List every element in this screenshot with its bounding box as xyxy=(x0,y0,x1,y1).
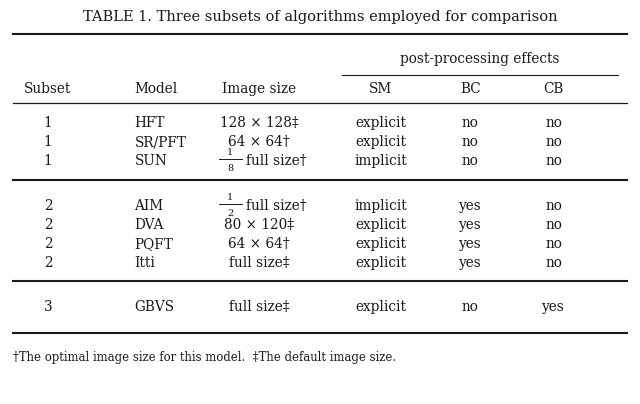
Text: BC: BC xyxy=(460,82,481,96)
Text: 8: 8 xyxy=(227,164,234,173)
Text: explicit: explicit xyxy=(355,116,406,130)
Text: 1: 1 xyxy=(227,148,234,157)
Text: explicit: explicit xyxy=(355,300,406,314)
Text: explicit: explicit xyxy=(355,237,406,251)
Text: †The optimal image size for this model.  ‡The default image size.: †The optimal image size for this model. … xyxy=(13,351,396,364)
Text: full size‡: full size‡ xyxy=(229,300,289,314)
Text: Subset: Subset xyxy=(24,82,72,96)
Text: GBVS: GBVS xyxy=(134,300,175,314)
Text: full size†: full size† xyxy=(246,199,307,213)
Text: SUN: SUN xyxy=(134,154,167,168)
Text: no: no xyxy=(545,199,562,213)
Text: 1: 1 xyxy=(227,193,234,202)
Text: 2: 2 xyxy=(227,209,234,218)
Text: HFT: HFT xyxy=(134,116,165,130)
Text: no: no xyxy=(462,300,479,314)
Text: full size‡: full size‡ xyxy=(229,256,289,270)
Text: Itti: Itti xyxy=(134,256,156,270)
Text: Image size: Image size xyxy=(222,82,296,96)
Text: 2: 2 xyxy=(44,199,52,213)
Text: implicit: implicit xyxy=(355,154,407,168)
Text: 2: 2 xyxy=(44,237,52,251)
Text: explicit: explicit xyxy=(355,135,406,149)
Text: no: no xyxy=(545,237,562,251)
Text: yes: yes xyxy=(542,300,565,314)
Text: 64 × 64†: 64 × 64† xyxy=(228,135,290,149)
Text: full size†: full size† xyxy=(246,154,307,168)
Text: 1: 1 xyxy=(44,154,52,168)
Text: no: no xyxy=(462,154,479,168)
Text: TABLE 1. Three subsets of algorithms employed for comparison: TABLE 1. Three subsets of algorithms emp… xyxy=(83,10,557,24)
Text: SM: SM xyxy=(369,82,392,96)
Text: 3: 3 xyxy=(44,300,52,314)
Text: 1: 1 xyxy=(44,135,52,149)
Text: PQFT: PQFT xyxy=(134,237,173,251)
Text: Model: Model xyxy=(134,82,178,96)
Text: CB: CB xyxy=(543,82,564,96)
Text: yes: yes xyxy=(459,218,482,232)
Text: 2: 2 xyxy=(44,256,52,270)
Text: 64 × 64†: 64 × 64† xyxy=(228,237,290,251)
Text: no: no xyxy=(545,116,562,130)
Text: 2: 2 xyxy=(44,218,52,232)
Text: no: no xyxy=(545,154,562,168)
Text: post-processing effects: post-processing effects xyxy=(400,52,560,65)
Text: 1: 1 xyxy=(44,116,52,130)
Text: implicit: implicit xyxy=(355,199,407,213)
Text: yes: yes xyxy=(459,237,482,251)
Text: 80 × 120‡: 80 × 120‡ xyxy=(224,218,294,232)
Text: yes: yes xyxy=(459,256,482,270)
Text: yes: yes xyxy=(459,199,482,213)
Text: SR/PFT: SR/PFT xyxy=(134,135,186,149)
Text: no: no xyxy=(462,116,479,130)
Text: explicit: explicit xyxy=(355,256,406,270)
Text: DVA: DVA xyxy=(134,218,164,232)
Text: explicit: explicit xyxy=(355,218,406,232)
Text: no: no xyxy=(545,135,562,149)
Text: AIM: AIM xyxy=(134,199,164,213)
Text: no: no xyxy=(545,256,562,270)
Text: no: no xyxy=(545,218,562,232)
Text: 128 × 128‡: 128 × 128‡ xyxy=(220,116,298,130)
Text: no: no xyxy=(462,135,479,149)
